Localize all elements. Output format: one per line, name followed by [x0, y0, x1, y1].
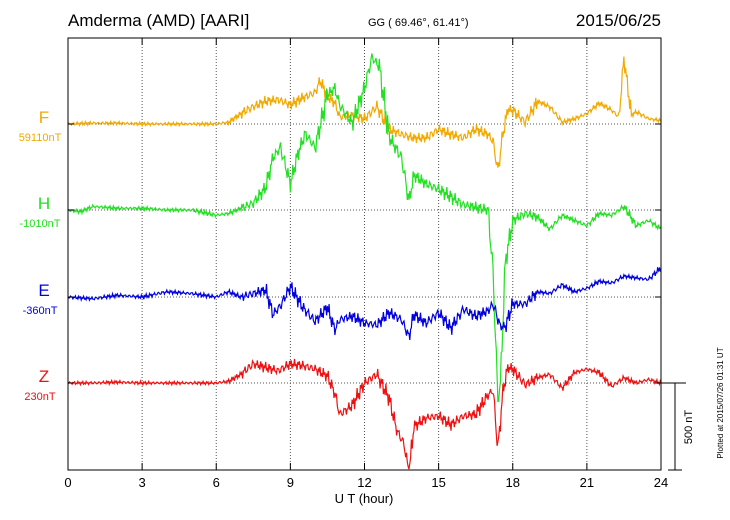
scale-bar	[661, 382, 686, 471]
series-baseline-f: 59110nT	[19, 132, 62, 144]
series-name-f: F	[39, 108, 49, 127]
plotted-timestamp: Plotted at 2015/07/26 01:31 UT	[716, 347, 725, 458]
series-line-e	[67, 266, 662, 340]
series-name-h: H	[38, 194, 50, 213]
x-tick-label: 9	[287, 475, 294, 490]
plot-date: 2015/06/25	[576, 11, 661, 30]
x-tick-label: 6	[213, 475, 220, 490]
series-baseline-h: -1010nT	[20, 218, 61, 230]
x-tick-label: 15	[431, 475, 445, 490]
series-line-f	[67, 56, 662, 168]
series-line-z	[67, 358, 662, 470]
series-labels: F 59110nT H -1010nT E -360nT Z 230nT	[19, 108, 62, 403]
x-tick-label: 0	[64, 475, 71, 490]
scale-bar-label: 500 nT	[683, 410, 695, 445]
series-baseline-z: 230nT	[24, 391, 55, 403]
station-title: Amderma (AMD) [AARI]	[68, 11, 249, 30]
x-tick-label: 24	[654, 475, 668, 490]
x-axis-label: U T (hour)	[335, 491, 394, 506]
series-line-h	[67, 53, 662, 403]
x-tick-label: 21	[580, 475, 594, 490]
series-name-e: E	[38, 281, 49, 300]
x-axis-tick-labels: 0 3 6 9 12 15 18 21 24	[64, 475, 668, 490]
grid-lines	[68, 38, 661, 470]
series-name-z: Z	[39, 367, 49, 386]
geo-coordinates: GG ( 69.46°, 61.41°)	[368, 17, 469, 29]
x-tick-label: 12	[357, 475, 371, 490]
series-baseline-e: -360nT	[23, 305, 58, 317]
series-lines	[67, 53, 662, 470]
x-tick-label: 18	[506, 475, 520, 490]
x-tick-label: 3	[139, 475, 146, 490]
x-axis-ticks	[67, 38, 662, 470]
